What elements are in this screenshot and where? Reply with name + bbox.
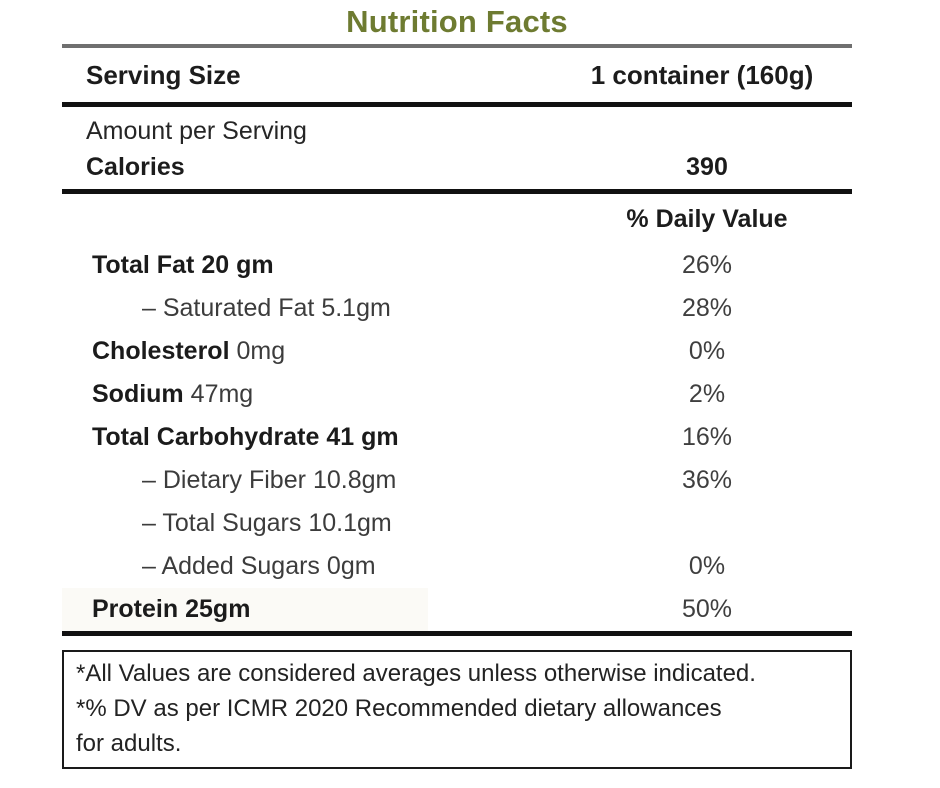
footnote-line-1: *All Values are considered averages unle… — [76, 660, 756, 687]
nutrient-row: – Saturated Fat 5.1gm 28% — [62, 287, 852, 330]
nutrient-name: – Total Sugars — [142, 509, 302, 537]
label-title: Nutrition Facts — [346, 4, 568, 39]
nutrient-name: – Added Sugars — [142, 552, 320, 580]
nutrient-amount: 47mg — [190, 380, 254, 408]
footnote-line-2: *% DV as per ICMR 2020 Recommended dieta… — [76, 695, 722, 722]
nutrient-amount: 5.1gm — [321, 294, 391, 322]
nutrient-daily-value: 0% — [688, 337, 726, 365]
nutrient-daily-value: 36% — [681, 466, 733, 494]
nutrient-daily-value: 28% — [681, 294, 733, 322]
divider-gray — [62, 44, 852, 48]
nutrient-name: Total Carbohydrate — [92, 423, 320, 451]
nutrient-amount: 10.1gm — [308, 509, 392, 537]
spacer — [62, 636, 852, 650]
nutrient-name: Sodium — [92, 380, 184, 408]
nutrient-rows: Total Fat 20 gm 26% – Saturated Fat 5.1g… — [62, 244, 852, 631]
nutrient-row: Sodium 47mg 2% — [62, 373, 852, 416]
divider-thick-1 — [62, 102, 852, 107]
nutrition-facts-label: Nutrition Facts Serving Size 1 container… — [62, 0, 852, 769]
calories-section: Amount per Serving Calories 390 — [62, 107, 852, 189]
nutrient-daily-value: 26% — [681, 251, 733, 279]
calories-value: 390 — [686, 152, 728, 181]
calories-row: Calories 390 — [86, 149, 852, 185]
divider-thick-2 — [62, 189, 852, 194]
nutrient-daily-value: 2% — [688, 380, 726, 408]
nutrient-name: – Saturated Fat — [142, 294, 315, 322]
daily-value-header: % Daily Value — [626, 204, 788, 233]
nutrient-name: Protein — [92, 595, 179, 623]
nutrient-row: – Total Sugars 10.1gm — [62, 502, 852, 545]
footnote-line-3: for adults. — [76, 730, 182, 757]
nutrient-name: Cholesterol — [92, 337, 230, 365]
nutrient-amount: 41 gm — [326, 423, 399, 451]
nutrient-amount: 10.8gm — [312, 466, 397, 494]
nutrient-row: – Added Sugars 0gm 0% — [62, 545, 852, 588]
nutrient-daily-value: 16% — [681, 423, 733, 451]
divider-thick-3 — [62, 631, 852, 636]
nutrient-row: Total Carbohydrate 41 gm 16% — [62, 416, 852, 459]
serving-size-value: 1 container (160g) — [590, 59, 814, 90]
calories-label: Calories — [86, 152, 185, 181]
nutrient-row: – Dietary Fiber 10.8gm 36% — [62, 459, 852, 502]
serving-size-row: Serving Size 1 container (160g) — [62, 48, 852, 102]
serving-size-label: Serving Size — [86, 59, 241, 90]
nutrient-daily-value: 0% — [688, 552, 726, 580]
label-header: Nutrition Facts — [62, 0, 852, 44]
nutrient-name: – Dietary Fiber — [142, 466, 306, 494]
nutrient-name: Total Fat — [92, 251, 195, 279]
nutrient-amount: 25gm — [185, 595, 251, 623]
nutrient-row: Total Fat 20 gm 26% — [62, 244, 852, 287]
daily-value-header-row: % Daily Value — [62, 194, 852, 244]
nutrient-amount: 0mg — [236, 337, 286, 365]
nutrient-daily-value: 50% — [681, 595, 733, 623]
nutrient-amount: 20 gm — [201, 251, 274, 279]
footnote-box: *All Values are considered averages unle… — [62, 650, 852, 769]
nutrient-row: Protein 25gm 50% — [62, 588, 852, 631]
nutrient-row: Cholesterol 0mg 0% — [62, 330, 852, 373]
nutrient-amount: 0gm — [326, 552, 376, 580]
amount-per-serving-label: Amount per Serving — [86, 116, 307, 145]
